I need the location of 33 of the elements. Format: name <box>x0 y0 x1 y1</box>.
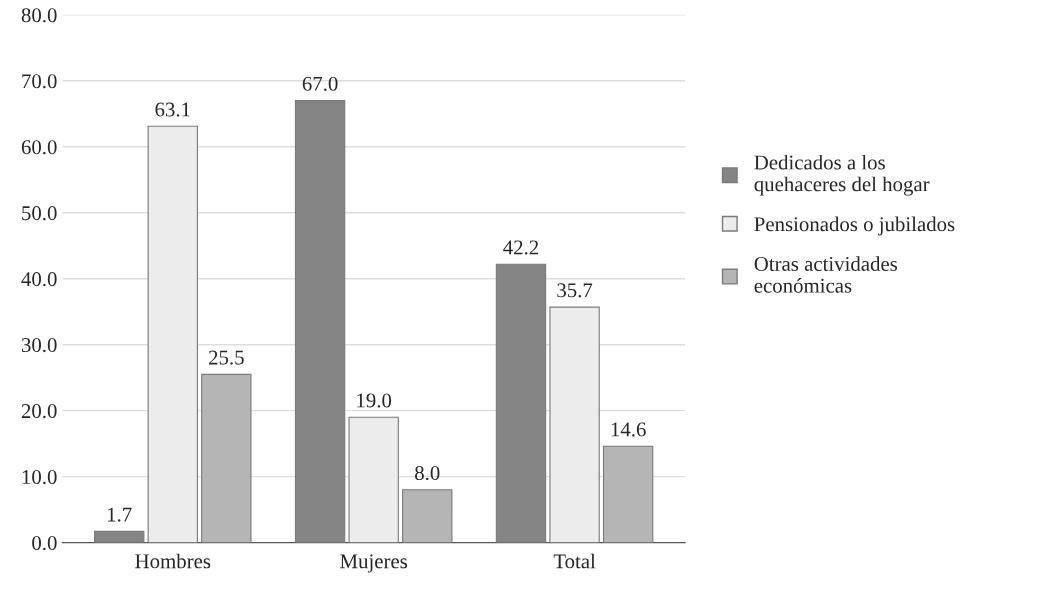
data-label: 19.0 <box>357 393 392 408</box>
bar <box>201 373 252 543</box>
y-tick-label: 30.0 <box>21 338 57 353</box>
y-tick-label: 20.0 <box>21 404 57 419</box>
y-tick-label: 40.0 <box>21 272 57 287</box>
legend-label: Otras actividades económicas <box>754 256 898 293</box>
data-label: 25.5 <box>209 350 244 365</box>
bar <box>602 445 654 543</box>
x-tick-label: Mujeres <box>340 554 408 573</box>
bar <box>147 125 198 543</box>
data-label: 35.7 <box>557 283 593 298</box>
data-label: 67.0 <box>302 76 338 91</box>
bar <box>94 530 145 543</box>
data-label: 1.7 <box>108 507 132 522</box>
data-label: 42.2 <box>503 240 539 255</box>
x-tick-label: Total <box>553 553 596 569</box>
data-label: 63.1 <box>155 102 190 117</box>
legend-label: Dedicados a los quehaceres del hogar <box>754 154 930 196</box>
y-tick-label: 70.0 <box>22 74 57 89</box>
y-tick-label: 80.0 <box>21 8 57 23</box>
legend-label: Pensionados o jubilados <box>754 216 955 236</box>
bar <box>294 100 346 543</box>
y-tick-label: 50.0 <box>22 206 57 221</box>
x-tick-label: Hombres <box>135 553 211 569</box>
data-label: 8.0 <box>415 465 440 481</box>
bar <box>348 416 399 543</box>
y-tick-label: 0.0 <box>32 535 57 551</box>
bar <box>402 489 453 543</box>
y-tick-label: 60.0 <box>21 140 57 155</box>
y-tick-label: 10.0 <box>22 470 57 485</box>
bar <box>495 263 547 543</box>
bar <box>549 306 600 543</box>
data-label: 14.6 <box>611 422 646 437</box>
